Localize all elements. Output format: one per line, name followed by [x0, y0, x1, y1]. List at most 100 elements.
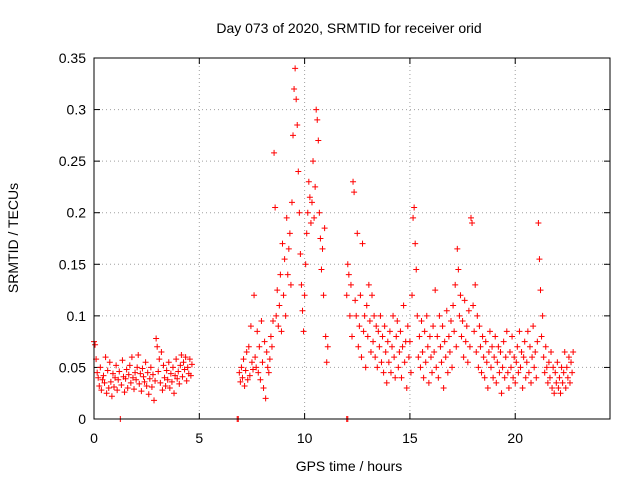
data-point	[106, 359, 113, 366]
data-point	[466, 343, 473, 350]
data-point	[141, 378, 148, 385]
data-point	[296, 209, 303, 216]
data-point	[553, 379, 560, 386]
data-point	[283, 214, 290, 221]
data-point	[401, 359, 408, 366]
data-point	[565, 354, 572, 361]
data-point	[133, 376, 140, 383]
data-point	[319, 245, 326, 252]
data-point	[403, 385, 410, 392]
y-tick-label: 0	[78, 411, 86, 427]
data-point	[171, 390, 178, 397]
data-point	[523, 359, 530, 366]
data-point	[323, 359, 330, 366]
data-point	[114, 387, 121, 394]
data-point	[352, 297, 359, 304]
data-point	[245, 343, 252, 350]
data-point	[168, 378, 175, 385]
data-point	[514, 343, 521, 350]
data-point	[161, 374, 168, 381]
data-point	[158, 348, 165, 355]
data-point	[188, 361, 195, 368]
data-point	[256, 343, 263, 350]
data-point	[432, 287, 439, 294]
data-point	[366, 318, 373, 325]
data-point	[407, 369, 414, 376]
data-point	[284, 271, 291, 278]
data-point	[137, 370, 144, 377]
data-point	[436, 312, 443, 319]
data-point	[101, 379, 108, 386]
data-point	[132, 369, 139, 376]
data-point	[288, 199, 295, 206]
data-point	[102, 354, 109, 361]
data-point	[550, 364, 557, 371]
data-point	[451, 328, 458, 335]
data-point	[442, 354, 449, 361]
data-point	[386, 328, 393, 335]
data-point	[557, 390, 564, 397]
data-point	[240, 356, 247, 363]
data-point	[425, 379, 432, 386]
data-point	[186, 356, 193, 363]
data-point	[481, 374, 488, 381]
y-axis-ticks: 0 0.05 0.1 0.15 0.2 0.25 0.3 0.35	[59, 50, 610, 427]
data-point	[345, 271, 352, 278]
data-point	[387, 369, 394, 376]
data-point	[480, 354, 487, 361]
data-point	[504, 369, 511, 376]
data-point	[511, 354, 518, 361]
data-point	[243, 348, 250, 355]
data-point	[322, 333, 329, 340]
data-point	[252, 354, 259, 361]
data-point	[467, 214, 474, 221]
data-point	[134, 364, 141, 371]
data-point	[413, 266, 420, 273]
data-point	[539, 312, 546, 319]
data-point	[570, 348, 577, 355]
data-point	[184, 364, 191, 371]
data-point	[349, 333, 355, 340]
data-point	[369, 292, 376, 299]
data-point	[279, 240, 286, 247]
data-point	[307, 220, 314, 227]
data-point	[320, 292, 327, 299]
data-point	[159, 387, 166, 394]
data-point	[404, 323, 411, 330]
data-point	[377, 312, 384, 319]
data-point	[317, 235, 324, 242]
x-tick-label: 15	[402, 430, 418, 446]
data-point	[454, 245, 461, 252]
data-point	[450, 302, 457, 309]
data-point	[414, 312, 421, 319]
data-point	[559, 379, 566, 386]
data-point	[278, 328, 285, 335]
data-point	[518, 348, 525, 355]
data-point	[548, 348, 555, 355]
data-point	[112, 374, 119, 381]
data-point	[187, 372, 194, 379]
data-point	[529, 354, 536, 361]
data-point	[124, 385, 131, 392]
y-tick-label: 0.05	[59, 359, 86, 375]
data-point	[456, 312, 463, 319]
data-point	[489, 343, 496, 350]
data-point	[430, 323, 437, 330]
data-point	[395, 364, 402, 371]
data-point	[447, 318, 454, 325]
data-point	[300, 328, 307, 335]
data-point	[496, 369, 503, 376]
data-point	[359, 240, 366, 247]
data-point	[541, 369, 548, 376]
data-point	[178, 352, 185, 359]
data-point	[566, 379, 573, 386]
data-point	[420, 374, 427, 381]
data-point	[99, 376, 106, 383]
data-point	[107, 378, 114, 385]
data-point	[254, 328, 261, 335]
data-point	[166, 385, 173, 392]
data-point	[276, 302, 283, 309]
data-point	[122, 375, 129, 382]
data-point	[115, 376, 122, 383]
data-point	[499, 364, 506, 371]
